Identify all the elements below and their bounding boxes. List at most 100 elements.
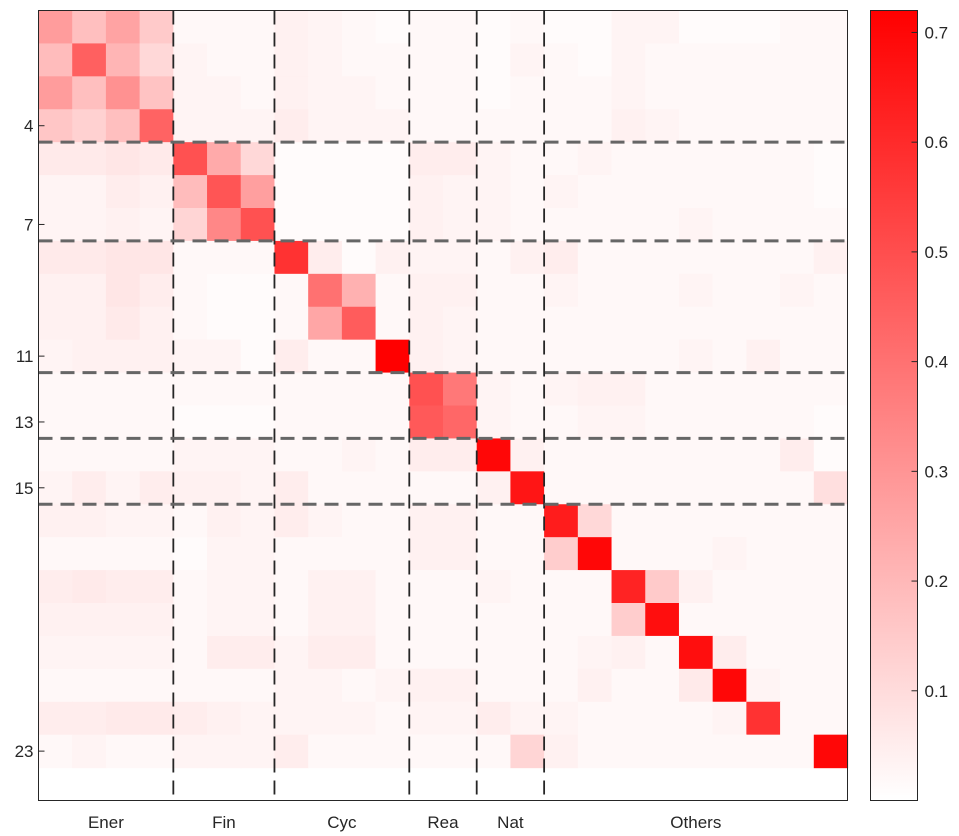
heatmap-cell-r12-c10 — [341, 372, 377, 407]
heatmap-cell-r4-c16 — [544, 109, 579, 143]
heatmap-cell-r8-c17 — [577, 240, 613, 275]
heatmap-cell-r15-c15 — [510, 471, 545, 505]
heatmap-cell-r4-c23 — [780, 109, 815, 143]
heatmap-cell-r19-c13 — [443, 603, 478, 637]
heatmap-cell-r20-c19 — [645, 635, 680, 670]
heatmap-cell-r22-c2 — [72, 701, 107, 736]
heatmap-cell-r6-c22 — [746, 175, 781, 209]
x-group-label-others: Others — [670, 813, 721, 832]
heatmap-cell-r3-c3 — [105, 76, 141, 110]
heatmap-cell-r5-c18 — [611, 142, 646, 176]
heatmap-cell-r9-c19 — [645, 273, 680, 308]
heatmap-cell-r13-c4 — [139, 405, 174, 440]
heatmap-cell-r5-c4 — [139, 142, 174, 176]
heatmap-cell-r1-c4 — [139, 10, 174, 45]
heatmap-cell-r7-c14 — [476, 208, 512, 242]
heatmap-cell-r16-c5 — [173, 504, 208, 538]
heatmap-cell-r1-c23 — [780, 10, 815, 45]
heatmap-cell-r20-c4 — [139, 635, 174, 670]
heatmap-cell-r18-c12 — [409, 570, 444, 604]
heatmap-cell-r8-c22 — [746, 240, 781, 275]
heatmap-cell-r12-c12 — [409, 372, 444, 407]
heatmap-cell-r7-c23 — [780, 208, 815, 242]
heatmap-cell-r15-c8 — [274, 471, 309, 505]
colorbar-tick-label-0.7: 0.7 — [925, 23, 949, 42]
heatmap-cell-r1-c9 — [308, 10, 343, 45]
heatmap-cell-r13-c3 — [105, 405, 141, 440]
heatmap-cell-r20-c24 — [813, 635, 849, 670]
heatmap-cell-r2-c21 — [712, 43, 747, 77]
heatmap-cell-r8-c21 — [712, 240, 747, 275]
heatmap-cell-r15-c18 — [611, 471, 646, 505]
heatmap-cell-r21-c23 — [780, 668, 815, 703]
heatmap-cell-r18-c22 — [746, 570, 781, 604]
heatmap-cell-r3-c6 — [207, 76, 242, 110]
heatmap-cell-r2-c16 — [544, 43, 579, 77]
heatmap-cell-r1-c12 — [409, 10, 444, 45]
heatmap-cell-r9-c12 — [409, 273, 444, 308]
heatmap-cell-r18-c17 — [577, 570, 613, 604]
heatmap-cell-r11-c9 — [308, 339, 343, 374]
heatmap-cell-r16-c1 — [38, 504, 73, 538]
heatmap-cell-r7-c19 — [645, 208, 680, 242]
heatmap-cell-r3-c14 — [476, 76, 512, 110]
heatmap-cell-r11-c3 — [105, 339, 141, 374]
heatmap-cell-r20-c15 — [510, 635, 545, 670]
heatmap-cell-r3-c13 — [443, 76, 478, 110]
heatmap-cell-r4-c22 — [746, 109, 781, 143]
y-tick-label-15: 15 — [15, 479, 34, 498]
heatmap-cell-r19-c1 — [38, 603, 73, 637]
heatmap-cell-r5-c6 — [207, 142, 242, 176]
heatmap-cell-r9-c5 — [173, 273, 208, 308]
heatmap-cell-r13-c7 — [240, 405, 276, 440]
heatmap-cell-r16-c20 — [678, 504, 714, 538]
heatmap-cell-r21-c17 — [577, 668, 613, 703]
group-dividers — [38, 10, 848, 801]
heatmap-cell-r22-c20 — [678, 701, 714, 736]
heatmap-cell-r22-c11 — [375, 701, 410, 736]
heatmap-cell-r8-c24 — [813, 240, 849, 275]
heatmap-cell-r1-c7 — [240, 10, 276, 45]
heatmap-cell-r14-c12 — [409, 438, 444, 472]
heatmap-cell-r12-c8 — [274, 372, 309, 407]
heatmap-cell-r22-c5 — [173, 701, 208, 736]
heatmap-cell-r19-c6 — [207, 603, 242, 637]
heatmap-cell-r2-c19 — [645, 43, 680, 77]
heatmap-cell-r12-c22 — [746, 372, 781, 407]
heatmap-cell-r3-c21 — [712, 76, 747, 110]
heatmap-cell-r22-c15 — [510, 701, 545, 736]
heatmap-cell-r19-c7 — [240, 603, 276, 637]
heatmap-cell-r20-c10 — [341, 635, 377, 670]
heatmap-cell-r6-c23 — [780, 175, 815, 209]
heatmap-cell-r16-c4 — [139, 504, 174, 538]
x-group-label-ener: Ener — [88, 813, 124, 832]
heatmap-cell-r11-c17 — [577, 339, 613, 374]
heatmap-cell-r12-c20 — [678, 372, 714, 407]
heatmap-cell-r17-c24 — [813, 537, 849, 571]
heatmap-cell-r19-c18 — [611, 603, 646, 637]
heatmap-cell-r1-c1 — [38, 10, 73, 45]
heatmap-cell-r13-c21 — [712, 405, 747, 440]
heatmap-cell-r14-c15 — [510, 438, 545, 472]
heatmap-cell-r2-c23 — [780, 43, 815, 77]
heatmap-cell-r7-c13 — [443, 208, 478, 242]
colorbar: 0.1 0.2 0.3 0.4 0.5 0.6 0.7 — [870, 10, 949, 801]
heatmap-cell-r23-c4 — [139, 734, 174, 769]
heatmap-cell-r14-c4 — [139, 438, 174, 472]
heatmap-cell-r23-c14 — [476, 734, 512, 769]
heatmap-cell-r1-c8 — [274, 10, 309, 45]
heatmap-cell-r16-c14 — [476, 504, 512, 538]
heatmap-cell-r20-c9 — [308, 635, 343, 670]
heatmap-cell-r17-c16 — [544, 537, 579, 571]
heatmap-cell-r17-c4 — [139, 537, 174, 571]
heatmap-cell-r14-c7 — [240, 438, 276, 472]
heatmap-cell-r23-c20 — [678, 734, 714, 769]
heatmap-cell-r21-c22 — [746, 668, 781, 703]
heatmap-cell-r7-c21 — [712, 208, 747, 242]
heatmap-cell-r10-c4 — [139, 306, 174, 341]
heatmap-cell-r10-c9 — [308, 306, 343, 341]
heatmap-cell-r12-c3 — [105, 372, 141, 407]
heatmap-cell-r6-c18 — [611, 175, 646, 209]
heatmap-cell-r5-c22 — [746, 142, 781, 176]
heatmap-cell-r14-c1 — [38, 438, 73, 472]
